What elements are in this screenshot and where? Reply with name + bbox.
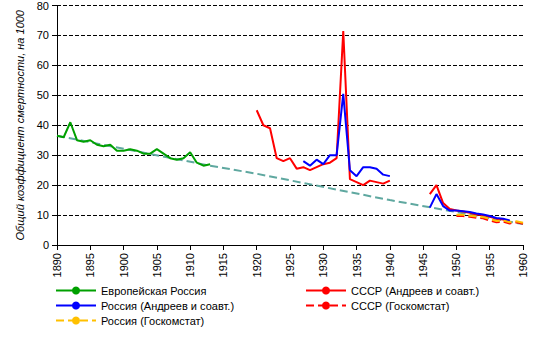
svg-text:1935: 1935 (351, 253, 363, 277)
svg-text:20: 20 (37, 179, 49, 191)
svg-text:10: 10 (37, 209, 49, 221)
svg-text:1925: 1925 (284, 253, 296, 277)
svg-text:1905: 1905 (151, 253, 163, 277)
svg-text:1940: 1940 (384, 253, 396, 277)
svg-text:40: 40 (37, 119, 49, 131)
svg-text:70: 70 (37, 29, 49, 41)
svg-text:СССР (Госкомстат): СССР (Госкомстат) (351, 300, 449, 312)
svg-text:1890: 1890 (51, 253, 63, 277)
svg-text:1930: 1930 (317, 253, 329, 277)
svg-text:1900: 1900 (118, 253, 130, 277)
svg-text:80: 80 (37, 0, 49, 12)
svg-text:0: 0 (43, 239, 49, 251)
svg-text:СССР (Андреев и соавт.): СССР (Андреев и соавт.) (351, 285, 479, 297)
svg-text:Общий коэффициент смертности,: Общий коэффициент смертности, на 1000 (14, 9, 26, 240)
svg-text:1920: 1920 (251, 253, 263, 277)
svg-text:Россия (Госкомстат): Россия (Госкомстат) (101, 315, 204, 327)
svg-text:1945: 1945 (417, 253, 429, 277)
svg-text:60: 60 (37, 59, 49, 71)
svg-text:Европейская Россия: Европейская Россия (101, 285, 206, 297)
svg-text:1950: 1950 (450, 253, 462, 277)
svg-text:1915: 1915 (217, 253, 229, 277)
svg-text:1955: 1955 (484, 253, 496, 277)
svg-text:50: 50 (37, 89, 49, 101)
svg-text:30: 30 (37, 149, 49, 161)
svg-text:Россия (Андреев и соавт.): Россия (Андреев и соавт.) (101, 300, 234, 312)
svg-text:1960: 1960 (517, 253, 529, 277)
svg-text:1910: 1910 (184, 253, 196, 277)
svg-text:1895: 1895 (84, 253, 96, 277)
